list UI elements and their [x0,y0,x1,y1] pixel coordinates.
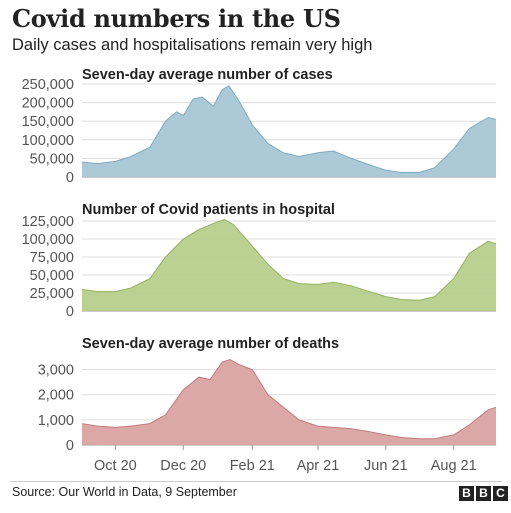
series-area [82,219,496,311]
y-tick-label: 3,000 [38,363,74,379]
y-tick-label: 250,000 [22,77,74,93]
x-tick-label: Feb 21 [230,458,275,474]
y-tick-label: 1,000 [38,413,74,429]
y-tick-label: 125,000 [22,214,74,230]
series-line [81,85,497,173]
bbc-logo-letter: B [459,486,474,501]
y-tick-label: 75,000 [30,250,74,266]
x-tick-label: Dec 20 [160,458,206,474]
bbc-logo-letter: B [476,486,491,501]
y-tick-label: 25,000 [30,286,74,302]
series-line [81,358,497,440]
panel-title: Seven-day average number of deaths [82,336,339,352]
panel-title: Seven-day average number of cases [82,67,333,83]
x-tick-label: Jun 21 [364,458,408,474]
y-tick-label: 100,000 [22,232,74,248]
x-tick-label: Oct 20 [94,458,137,474]
page-subtitle: Daily cases and hospitalisations remain … [12,36,373,54]
series-line [81,219,497,301]
x-tick-label: Apr 21 [297,458,340,474]
series-area [82,85,496,177]
y-tick-label: 100,000 [22,133,74,149]
bbc-logo-letter: C [493,486,508,501]
y-tick-label: 2,000 [38,388,74,404]
x-tick-label: Aug 21 [431,458,477,474]
series-area [82,359,496,445]
charts-svg: Seven-day average number of cases 0 50,000… [22,67,497,474]
panel-title: Number of Covid patients in hospital [82,202,335,218]
page-title: Covid numbers in the US [12,4,341,33]
y-tick-label: 50,000 [30,268,74,284]
y-tick-label: 0 [66,170,74,186]
y-tick-label: 50,000 [30,151,74,167]
y-tick-label: 0 [66,438,74,454]
y-tick-label: 150,000 [22,114,74,130]
source-note: Source: Our World in Data, 9 September [12,485,237,499]
footer-divider [10,481,502,482]
y-tick-label: 0 [66,304,74,320]
y-tick-label: 200,000 [22,96,74,112]
bbc-logo: B B C [459,486,508,501]
